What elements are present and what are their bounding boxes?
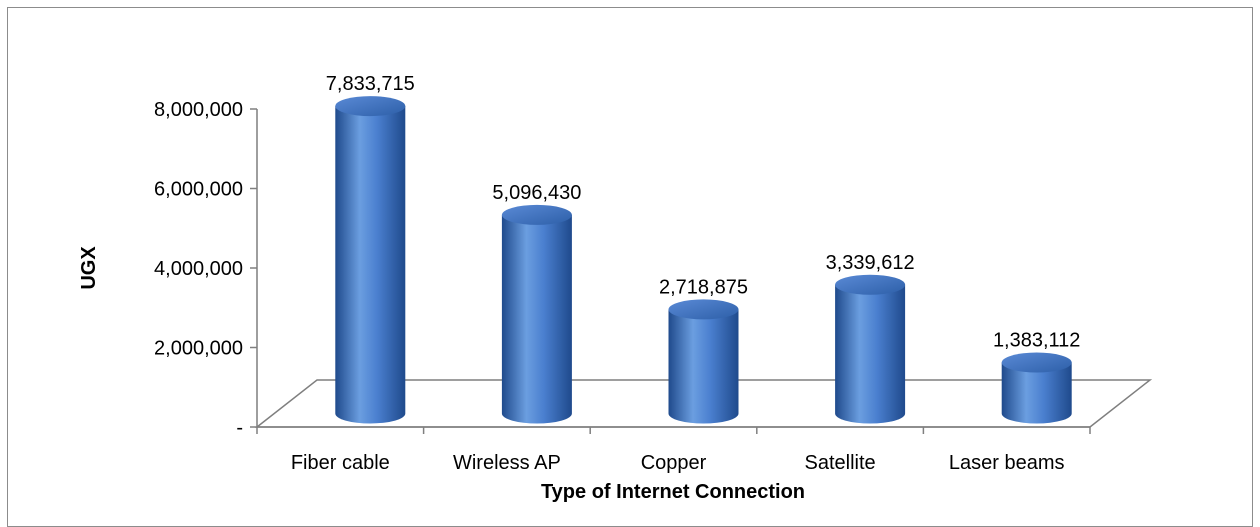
bar — [335, 96, 406, 424]
y-axis-title: UGX — [78, 246, 100, 290]
bar-top — [835, 274, 906, 295]
y-tick-label: 4,000,000 — [154, 258, 243, 280]
bars — [335, 96, 1072, 424]
bar-top — [335, 96, 406, 117]
y-tick-label: 8,000,000 — [154, 99, 243, 121]
bar-body — [335, 106, 406, 424]
x-tick-label: Satellite — [805, 452, 876, 474]
bar — [668, 299, 739, 424]
x-tick-label: Fiber cable — [291, 452, 390, 474]
chart-frame — [7, 7, 1253, 527]
bar — [501, 204, 572, 424]
bar-body — [668, 309, 739, 424]
data-label: 1,383,112 — [993, 330, 1081, 352]
bar — [835, 274, 906, 424]
bar-top — [668, 299, 739, 320]
data-label: 7,833,715 — [326, 73, 415, 95]
bar — [1001, 352, 1072, 424]
y-tick-label: - — [236, 417, 243, 439]
x-tick-label: Laser beams — [949, 452, 1065, 474]
y-tick-label: 2,000,000 — [154, 338, 243, 360]
labels: 7,833,715 Fiber cable 5,096,430 Wireless AP… — [291, 73, 1081, 474]
y-tick-label: 6,000,000 — [154, 179, 243, 201]
bar-top — [1001, 352, 1072, 373]
bar-body — [1001, 362, 1072, 424]
bar-chart: - 2,000,000 4,000,000 6,000,000 8,000,000 7,… — [78, 73, 1153, 503]
data-label: 3,339,612 — [826, 252, 915, 274]
x-axis-title: Type of Internet Connection — [541, 481, 805, 503]
bar-body — [835, 284, 906, 424]
data-label: 2,718,875 — [659, 276, 748, 298]
data-label: 5,096,430 — [492, 182, 581, 204]
x-tick-label: Wireless AP — [453, 452, 561, 474]
bar-body — [501, 214, 572, 424]
x-tick-label: Copper — [641, 452, 707, 474]
bar-top — [501, 204, 572, 225]
y-axis: - 2,000,000 4,000,000 6,000,000 8,000,000 — [154, 99, 1091, 439]
